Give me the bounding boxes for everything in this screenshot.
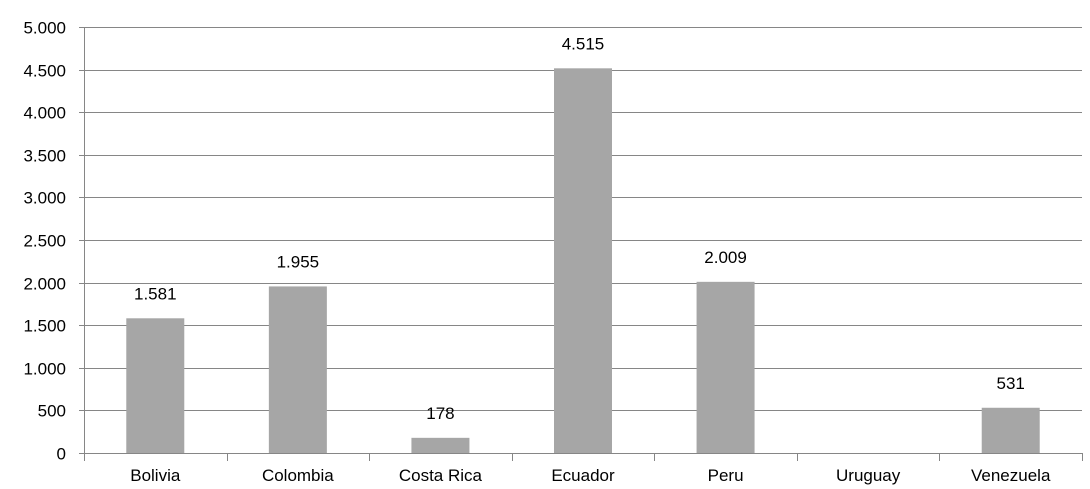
y-tick-label: 4.000 (23, 104, 66, 123)
bar-peru (696, 281, 755, 453)
y-tick-label: 2.500 (23, 232, 66, 251)
y-tick-label: 0 (57, 445, 66, 464)
data-label: 1.581 (134, 284, 177, 303)
y-tick-label: 5.000 (23, 19, 66, 38)
y-tick-label: 1.000 (23, 360, 66, 379)
x-tick-label: Costa Rica (399, 466, 483, 485)
x-tick-label: Peru (708, 466, 744, 485)
x-tick-label: Ecuador (551, 466, 615, 485)
y-tick-label: 3.000 (23, 189, 66, 208)
bars (126, 68, 1040, 454)
bar-colombia (268, 286, 327, 453)
bar-costa-rica (411, 437, 470, 453)
y-tick-label: 4.500 (23, 62, 66, 81)
x-tick-label: Colombia (262, 466, 334, 485)
data-label: 178 (426, 404, 454, 423)
y-tick-label: 500 (38, 402, 66, 421)
data-label: 531 (997, 374, 1025, 393)
x-tick-label: Bolivia (130, 466, 181, 485)
axes (79, 27, 1083, 461)
data-label: 4.515 (562, 34, 605, 53)
y-tick-label: 1.500 (23, 317, 66, 336)
y-tick-label: 3.500 (23, 147, 66, 166)
data-label: 1.955 (277, 252, 320, 271)
labels: 0 500 1.000 1.500 2.000 2.500 3.000 3.500 4.000 4… (23, 19, 1051, 486)
bar-ecuador (554, 68, 612, 454)
x-tick-label: Venezuela (971, 466, 1051, 485)
y-tick-label: 2.000 (23, 275, 66, 294)
bar-venezuela (981, 407, 1040, 453)
bar-bolivia (126, 318, 185, 453)
x-tick-label: Uruguay (836, 466, 901, 485)
data-label: 2.009 (704, 248, 747, 267)
